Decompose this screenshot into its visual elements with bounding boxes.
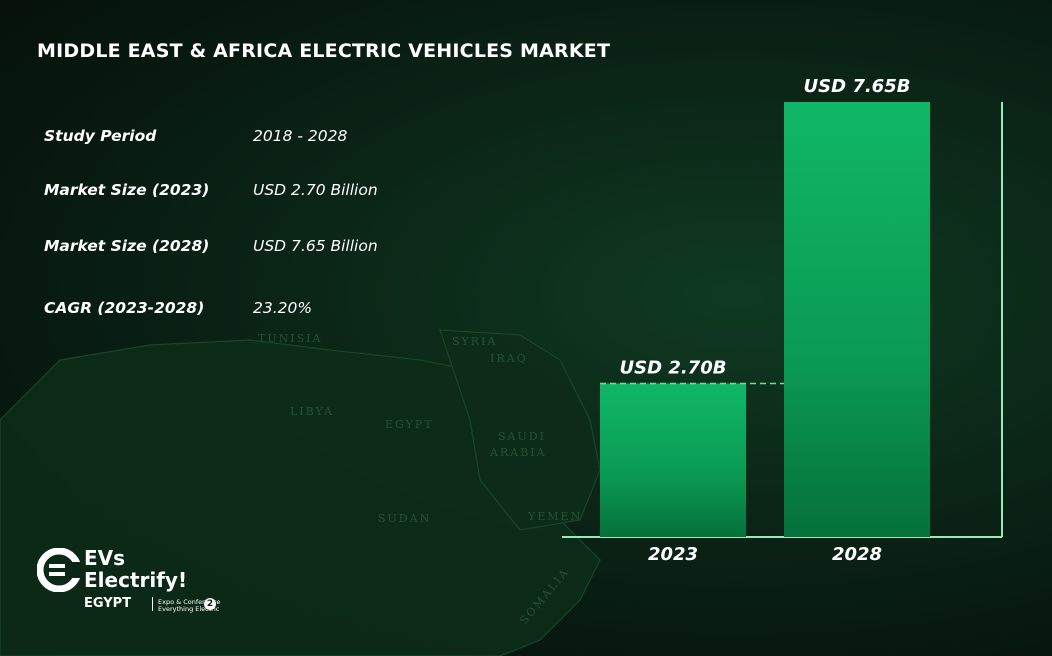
x-tick-label-2028: 2028 [832,544,882,565]
data-label-2028: USD 7.65B [804,76,911,97]
stat-value-market-size-2023: USD 2.70 Billion [253,181,378,199]
arabia-shape [439,329,601,531]
bar-2028 [784,102,930,537]
stat-label-cagr: CAGR (2023-2028) [44,299,205,317]
map-label: IRAQ [490,352,528,365]
stat-value-market-size-2028: USD 7.65 Billion [253,237,378,255]
logo-sub2: Everything Electric [158,605,220,613]
stat-label-market-size-2023: Market Size (2023) [44,181,210,199]
stat-value-cagr: 23.20% [253,299,313,317]
map-label: LIBYA [290,405,334,418]
page-title: MIDDLE EAST & AFRICA ELECTRIC VEHICLES M… [37,40,611,62]
bar-2023 [600,383,746,537]
logo-badge: 2 [204,598,216,610]
stat-label-study-period: Study Period [44,127,157,145]
logo-line3: EGYPT [84,596,132,611]
map-label: SAUDI [498,430,546,443]
map-label: EGYPT [385,418,434,431]
logo-line1: EVs [84,546,126,570]
x-tick-label-2023: 2023 [648,544,698,565]
map-label: ARABIA [489,446,547,459]
logo-line2: Electrify! [84,568,188,592]
logo-sub1: Expo & Conference [158,598,221,606]
stat-label-market-size-2028: Market Size (2028) [44,237,210,255]
map-label: TUNISIA [258,332,322,345]
map-label: SUDAN [378,512,431,525]
data-label-2023: USD 2.70B [620,357,727,378]
stat-value-study-period: 2018 - 2028 [253,127,348,145]
map-label: SYRIA [452,335,497,348]
map-label: YEMEN [527,510,582,523]
electrify-logo-icon [37,548,81,592]
logo-separator [152,597,153,611]
